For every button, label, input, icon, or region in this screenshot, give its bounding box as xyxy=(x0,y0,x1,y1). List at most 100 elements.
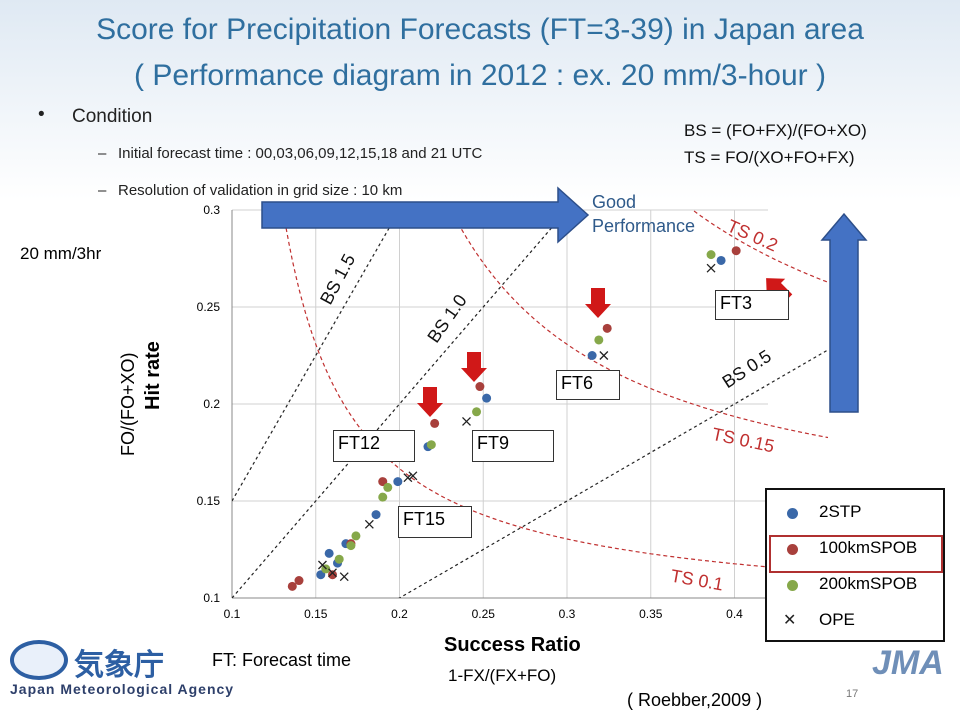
bias-label-1-5: BS 1.5 xyxy=(316,251,359,308)
x-tick-label: 0.25 xyxy=(472,607,496,621)
good-performance-right-arrow-icon xyxy=(261,186,590,244)
point-OPE xyxy=(462,417,471,426)
condition-label: Condition xyxy=(72,106,153,127)
legend-label: OPE xyxy=(819,610,855,629)
point-200kmSPOB xyxy=(472,407,482,417)
good-performance-label: Good Performance xyxy=(592,192,696,237)
point-2STP xyxy=(316,570,326,580)
threshold-label: 20 mm/3hr xyxy=(20,244,102,263)
point-2STP xyxy=(393,477,403,487)
point-200kmSPOB xyxy=(594,335,604,345)
dash-icon: – xyxy=(98,145,107,162)
x-tick-label: 0.3 xyxy=(559,607,576,621)
reference-citation: ( Roebber,2009 ) xyxy=(627,690,763,710)
dash-icon: – xyxy=(98,182,107,199)
point-200kmSPOB xyxy=(334,554,344,564)
x-tick-label: 0.2 xyxy=(391,607,408,621)
ft6-arrow-icon xyxy=(585,288,611,318)
point-OPE xyxy=(403,473,413,483)
legend-item: 200kmSPOB xyxy=(775,572,935,598)
point-2STP xyxy=(716,255,726,265)
circle-marker-icon xyxy=(787,508,798,519)
slide-title-line1: Score for Precipitation Forecasts (FT=3-… xyxy=(96,13,864,46)
point-OPE xyxy=(408,471,418,481)
bs-formula: BS = (FO+FX)/(FO+XO) xyxy=(684,121,867,140)
legend-item: 2STP xyxy=(775,500,935,526)
y-axis-subtitle: FO/(FO+XO) xyxy=(118,352,138,457)
point-OPE xyxy=(339,572,349,582)
point-OPE xyxy=(364,519,374,529)
point-200kmSPOB xyxy=(706,250,716,260)
point-100kmSPOB xyxy=(287,581,297,591)
slide-title-line2: ( Performance diagram in 2012 : ex. 20 m… xyxy=(134,59,826,92)
condition-item-2: Resolution of validation in grid size : … xyxy=(118,182,403,199)
point-2STP xyxy=(482,393,492,403)
bias-label-0-5: BS 0.5 xyxy=(719,346,775,392)
ft6-label: FT6 xyxy=(556,370,620,400)
bias-label-1-0: BS 1.0 xyxy=(423,291,470,347)
legend-label: 200kmSPOB xyxy=(819,574,918,593)
x-tick-label: 0.4 xyxy=(726,607,743,621)
ts-formula: TS = FO/(XO+FO+FX) xyxy=(684,148,855,167)
ft9-arrow-icon xyxy=(461,352,487,382)
ft9-label: FT9 xyxy=(472,430,554,462)
bullet-icon: • xyxy=(38,104,45,125)
ts-label-0-15: TS 0.15 xyxy=(710,424,776,457)
jma-logo: JMA xyxy=(872,644,944,682)
y-axis-title: Hit rate xyxy=(142,341,164,410)
bias-line xyxy=(398,349,828,598)
ft3-label: FT3 xyxy=(715,290,789,320)
ts-curve xyxy=(691,210,828,283)
good-performance-up-arrow-icon xyxy=(820,212,868,413)
ft12-label: FT12 xyxy=(333,430,415,462)
chart-legend: 2STP 100kmSPOB 200kmSPOB ✕ OPE xyxy=(765,488,945,642)
point-100kmSPOB xyxy=(378,477,388,487)
point-100kmSPOB xyxy=(731,246,741,256)
jma-emblem-icon xyxy=(10,640,68,680)
page-number: 17 xyxy=(846,688,859,700)
point-2STP xyxy=(587,351,597,360)
bias-line xyxy=(232,210,568,598)
point-200kmSPOB xyxy=(378,492,388,502)
point-OPE xyxy=(599,351,609,360)
y-tick-label: 0.25 xyxy=(197,300,221,314)
point-OPE xyxy=(706,263,716,273)
point-100kmSPOB xyxy=(475,382,485,392)
point-2STP xyxy=(324,548,334,558)
x-tick-label: 0.35 xyxy=(639,607,663,621)
point-200kmSPOB xyxy=(351,531,361,541)
legend-item: ✕ OPE xyxy=(775,608,935,634)
point-100kmSPOB xyxy=(430,418,440,428)
circle-marker-icon xyxy=(787,580,798,591)
y-tick-label: 0.2 xyxy=(203,397,220,411)
ts-label-0-1: TS 0.1 xyxy=(669,566,725,595)
x-axis-title: Success Ratio xyxy=(444,634,581,656)
legend-label: 100kmSPOB xyxy=(819,538,918,557)
agency-jp-name: 気象庁 xyxy=(74,649,164,682)
x-tick-label: 0.15 xyxy=(304,607,328,621)
point-200kmSPOB xyxy=(426,440,436,450)
point-100kmSPOB xyxy=(602,323,612,333)
ft15-label: FT15 xyxy=(398,506,472,538)
point-100kmSPOB xyxy=(294,576,304,586)
bias-line xyxy=(232,210,401,502)
point-2STP xyxy=(371,510,381,520)
x-marker-icon: ✕ xyxy=(783,612,797,629)
y-tick-label: 0.3 xyxy=(203,203,220,217)
agency-name: Japan Meteorological Agency xyxy=(10,681,235,697)
x-tick-label: 0.1 xyxy=(224,607,241,621)
ts-curve xyxy=(450,210,828,439)
point-200kmSPOB xyxy=(346,541,356,551)
point-200kmSPOB xyxy=(383,482,393,492)
legend-highlight xyxy=(769,535,943,573)
legend-label: 2STP xyxy=(819,502,862,521)
ft12-arrow-icon xyxy=(417,387,443,417)
x-axis-subtitle: 1-FX/(FX+FO) xyxy=(448,666,557,685)
circle-marker-icon xyxy=(787,544,798,555)
condition-item-1: Initial forecast time : 00,03,06,09,12,1… xyxy=(118,145,483,162)
point-OPE xyxy=(317,560,327,570)
legend-item: 100kmSPOB xyxy=(775,536,935,562)
ft-note: FT: Forecast time xyxy=(212,650,352,670)
point-OPE xyxy=(328,568,337,578)
